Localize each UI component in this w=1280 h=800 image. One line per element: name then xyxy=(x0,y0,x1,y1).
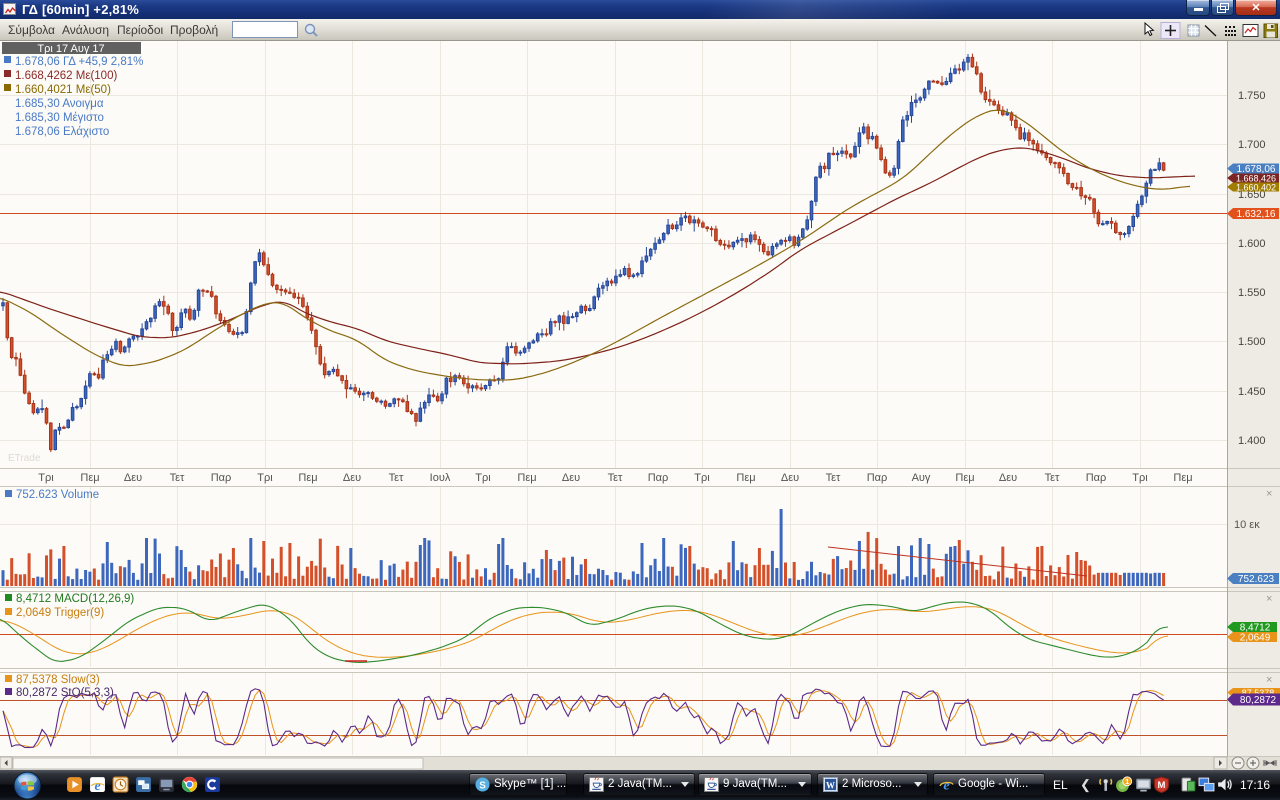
svg-text:10 εκ: 10 εκ xyxy=(1234,519,1260,531)
svg-text:Δευ: Δευ xyxy=(343,472,361,484)
svg-text:Πεμ: Πεμ xyxy=(1173,472,1192,484)
svg-text:Τετ: Τετ xyxy=(826,472,841,484)
svg-text:e: e xyxy=(94,778,100,793)
svg-text:Τρι: Τρι xyxy=(257,472,273,484)
svg-text:S: S xyxy=(479,780,486,791)
svg-text:×: × xyxy=(1266,593,1272,605)
svg-text:Τρι 17 Αυγ 17: Τρι 17 Αυγ 17 xyxy=(37,43,104,55)
svg-text:×: × xyxy=(1266,488,1272,500)
svg-text:1.550: 1.550 xyxy=(1238,287,1266,299)
svg-text:8,4712 MACD(12,26,9): 8,4712 MACD(12,26,9) xyxy=(16,593,134,605)
svg-text:W: W xyxy=(826,780,835,790)
svg-text:1.678,06 Ελάχιστο: 1.678,06 Ελάχιστο xyxy=(15,126,109,138)
svg-text:80,2872: 80,2872 xyxy=(1240,695,1277,706)
svg-text:Τρι: Τρι xyxy=(38,472,54,484)
svg-text:Παρ: Παρ xyxy=(648,472,669,484)
svg-text:e: e xyxy=(943,778,949,792)
svg-text:×: × xyxy=(1266,674,1272,686)
svg-text:1.660,4021 Με(50): 1.660,4021 Με(50) xyxy=(15,84,111,96)
svg-text:8,4712: 8,4712 xyxy=(1240,623,1271,634)
svg-text:Παρ: Παρ xyxy=(867,472,888,484)
svg-text:80,2872 StO(5,3,3): 80,2872 StO(5,3,3) xyxy=(16,687,114,699)
svg-text:Πεμ: Πεμ xyxy=(80,472,99,484)
svg-text:1.668,426: 1.668,426 xyxy=(1236,174,1276,184)
svg-text:Πεμ: Πεμ xyxy=(517,472,536,484)
svg-text:M: M xyxy=(1158,780,1166,791)
svg-text:1.685,30 Ανοιγμα: 1.685,30 Ανοιγμα xyxy=(15,98,104,110)
svg-text:1.700: 1.700 xyxy=(1238,139,1266,151)
svg-text:Τετ: Τετ xyxy=(170,472,185,484)
svg-text:1.678,06 ΓΔ +45,9 2,81%: 1.678,06 ΓΔ +45,9 2,81% xyxy=(15,56,143,68)
svg-text:Τρι: Τρι xyxy=(1132,472,1148,484)
svg-text:1.668,4262 Με(100): 1.668,4262 Με(100) xyxy=(15,70,117,82)
svg-text:1.450: 1.450 xyxy=(1238,386,1266,398)
svg-text:Παρ: Παρ xyxy=(1086,472,1107,484)
svg-text:Πεμ: Πεμ xyxy=(736,472,755,484)
svg-text:1.632,16: 1.632,16 xyxy=(1237,209,1276,220)
svg-text:Τετ: Τετ xyxy=(389,472,404,484)
svg-text:Τρι: Τρι xyxy=(475,472,491,484)
svg-text:1.678,06: 1.678,06 xyxy=(1237,164,1276,175)
svg-text:Τρι: Τρι xyxy=(694,472,710,484)
svg-text:752.623: 752.623 xyxy=(1238,574,1275,585)
svg-text:Δευ: Δευ xyxy=(124,472,142,484)
svg-text:87,5378 Slow(3): 87,5378 Slow(3) xyxy=(16,674,100,686)
svg-text:Αυγ: Αυγ xyxy=(912,472,931,484)
svg-text:Δευ: Δευ xyxy=(781,472,799,484)
svg-text:1.650: 1.650 xyxy=(1238,189,1266,201)
svg-text:1.400: 1.400 xyxy=(1238,435,1266,447)
svg-text:Πεμ: Πεμ xyxy=(955,472,974,484)
svg-text:1.600: 1.600 xyxy=(1238,238,1266,250)
svg-text:Δευ: Δευ xyxy=(999,472,1017,484)
svg-text:Δευ: Δευ xyxy=(562,472,580,484)
svg-text:1.685,30 Μέγιστο: 1.685,30 Μέγιστο xyxy=(15,112,104,124)
svg-text:1: 1 xyxy=(1125,777,1129,786)
svg-text:87,5378: 87,5378 xyxy=(1242,688,1275,698)
svg-text:752.623 Volume: 752.623 Volume xyxy=(16,489,99,501)
svg-text:ETrade: ETrade xyxy=(8,453,41,464)
svg-text:1.750: 1.750 xyxy=(1238,90,1266,102)
svg-text:2,0649 Trigger(9): 2,0649 Trigger(9) xyxy=(16,607,104,619)
svg-text:Τετ: Τετ xyxy=(608,472,623,484)
svg-text:Πεμ: Πεμ xyxy=(298,472,317,484)
svg-text:2,0649: 2,0649 xyxy=(1240,633,1271,644)
svg-text:Παρ: Παρ xyxy=(211,472,232,484)
svg-text:1.660,402: 1.660,402 xyxy=(1236,183,1276,193)
svg-text:Τετ: Τετ xyxy=(1045,472,1060,484)
svg-text:1.500: 1.500 xyxy=(1238,336,1266,348)
svg-text:Ιουλ: Ιουλ xyxy=(430,472,451,484)
